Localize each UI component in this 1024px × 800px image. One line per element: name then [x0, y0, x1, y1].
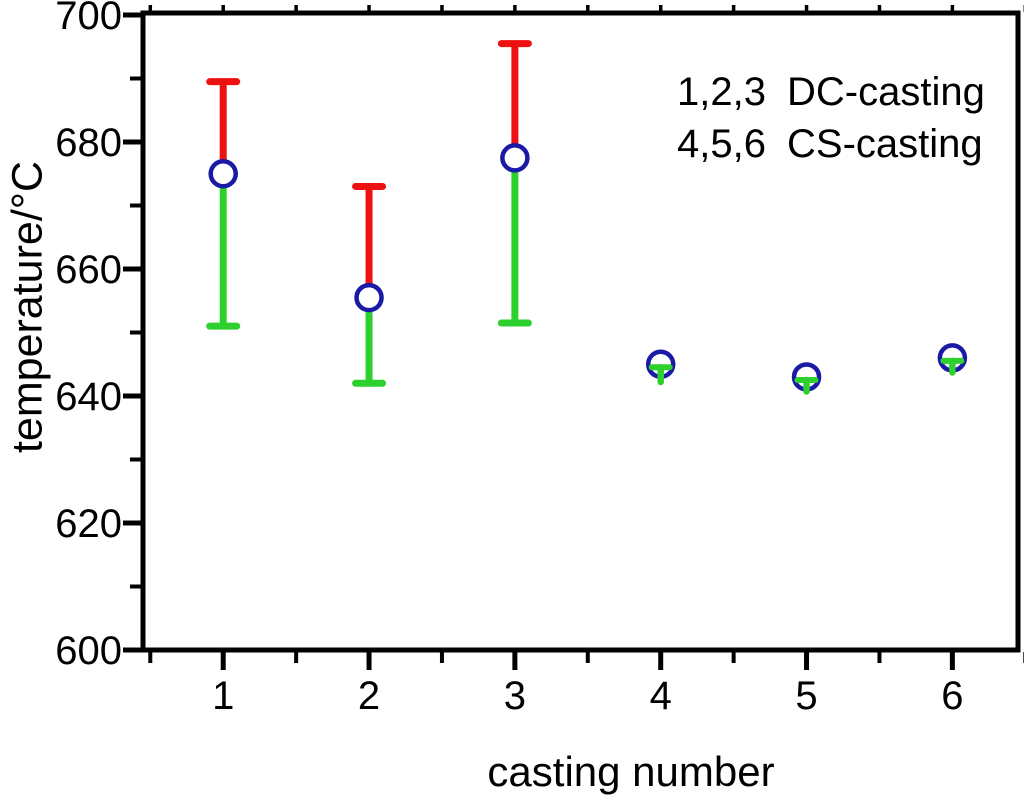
plot-border [140, 10, 1021, 653]
y-tick-label: 640 [55, 375, 122, 419]
legend-entry-dc: 1,2,3 DC-casting [677, 66, 985, 118]
x-tick-label: 2 [358, 674, 380, 718]
x-tick-label: 3 [504, 674, 526, 718]
x-tick-label: 6 [941, 674, 963, 718]
x-tick-label: 4 [650, 674, 672, 718]
y-tick-label: 700 [55, 0, 122, 38]
x-tick-label: 1 [212, 674, 234, 718]
y-tick-label: 660 [55, 248, 122, 292]
legend-label-cs: CS-casting [787, 122, 983, 166]
data-point-marker-2 [354, 282, 384, 313]
legend-entry-cs: 4,5,6 CS-casting [677, 118, 985, 170]
y-tick-label: 680 [55, 121, 122, 165]
legend-keys-cs: 4,5,6 [677, 122, 766, 166]
y-tick-label: 600 [55, 629, 122, 673]
legend-keys-dc: 1,2,3 [677, 70, 766, 114]
legend-label-dc: DC-casting [787, 70, 985, 114]
y-axis-title: temperature/°C [3, 160, 52, 454]
y-tick-label: 620 [55, 502, 122, 546]
legend: 1,2,3 DC-casting 4,5,6 CS-casting [677, 66, 985, 170]
data-point-marker-3 [500, 143, 530, 173]
data-point-marker-1 [208, 159, 238, 189]
x-axis-title: casting number [487, 748, 775, 795]
x-tick-label: 5 [795, 674, 817, 718]
